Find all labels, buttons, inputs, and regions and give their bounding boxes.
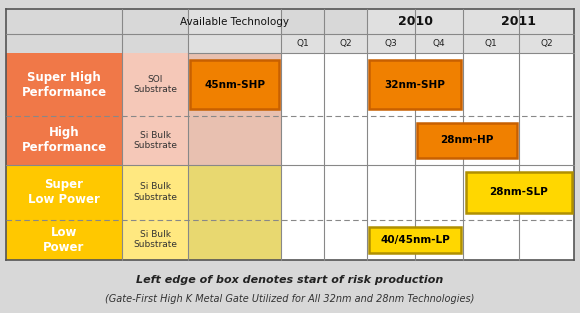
Text: 28nm-HP: 28nm-HP <box>440 135 494 145</box>
Bar <box>369 60 461 109</box>
Bar <box>415 116 463 165</box>
Bar <box>122 53 188 116</box>
Text: Q2: Q2 <box>541 39 553 48</box>
Bar <box>6 116 122 165</box>
Text: 40/45nm-LP: 40/45nm-LP <box>380 235 450 245</box>
Bar <box>188 53 281 116</box>
Text: Q2: Q2 <box>339 39 351 48</box>
Text: Available Technology: Available Technology <box>180 17 289 27</box>
Text: Low
Power: Low Power <box>44 226 85 254</box>
Bar <box>281 116 367 165</box>
Bar <box>519 165 574 220</box>
Bar <box>415 220 463 260</box>
Text: 45nm-SHP: 45nm-SHP <box>204 80 265 90</box>
Bar <box>519 53 574 116</box>
Text: Si Bulk
Substrate: Si Bulk Substrate <box>133 182 177 202</box>
Bar <box>367 116 415 165</box>
Text: 32nm-SHP: 32nm-SHP <box>385 80 445 90</box>
Bar <box>519 116 574 165</box>
Bar <box>466 172 572 213</box>
Bar <box>122 116 188 165</box>
Bar <box>367 165 415 220</box>
Bar <box>188 116 281 165</box>
Bar <box>188 34 574 53</box>
Text: Si Bulk
Substrate: Si Bulk Substrate <box>133 131 177 150</box>
Bar <box>122 165 188 220</box>
Text: Q1: Q1 <box>485 39 498 48</box>
Text: Q4: Q4 <box>433 39 445 48</box>
Bar <box>463 220 519 260</box>
Text: 28nm-SLP: 28nm-SLP <box>490 187 548 197</box>
Bar <box>6 53 122 116</box>
Text: High
Performance: High Performance <box>21 126 107 154</box>
Bar <box>281 165 367 220</box>
Bar <box>188 165 281 220</box>
Bar <box>367 9 463 34</box>
Text: Q1: Q1 <box>296 39 309 48</box>
Text: (Gate-First High K Metal Gate Utilized for All 32nm and 28nm Technologies): (Gate-First High K Metal Gate Utilized f… <box>106 294 474 304</box>
Bar <box>122 220 188 260</box>
Bar <box>463 53 519 116</box>
Bar <box>367 53 415 116</box>
Bar <box>415 165 463 220</box>
Bar <box>463 9 574 34</box>
Bar <box>418 123 517 158</box>
Bar <box>281 220 367 260</box>
Bar <box>463 116 519 165</box>
Bar <box>188 9 281 34</box>
Bar <box>188 220 281 260</box>
Bar <box>6 220 122 260</box>
Bar <box>6 165 122 220</box>
Bar <box>463 165 519 220</box>
Bar <box>369 227 461 253</box>
Bar <box>415 53 463 116</box>
Text: 2011: 2011 <box>501 15 536 28</box>
Text: SOI
Substrate: SOI Substrate <box>133 75 177 94</box>
Text: Super
Low Power: Super Low Power <box>28 178 100 206</box>
Bar <box>519 220 574 260</box>
Text: 2010: 2010 <box>397 15 433 28</box>
Bar <box>281 53 367 116</box>
Text: Si Bulk
Substrate: Si Bulk Substrate <box>133 230 177 249</box>
Text: Q3: Q3 <box>385 39 397 48</box>
Text: Left edge of box denotes start of risk production: Left edge of box denotes start of risk p… <box>136 275 444 285</box>
Text: Super High
Performance: Super High Performance <box>21 70 107 99</box>
Bar <box>367 220 415 260</box>
Bar <box>190 60 279 109</box>
